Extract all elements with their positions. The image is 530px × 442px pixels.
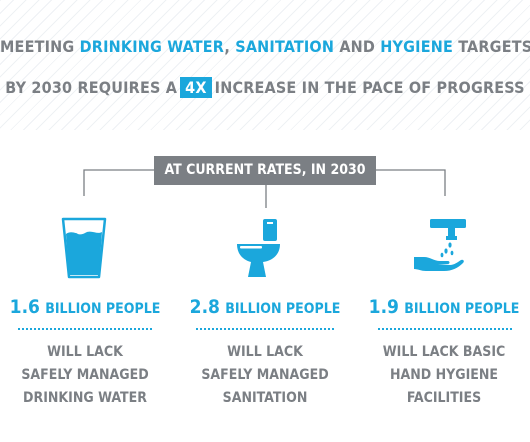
stat-unit: BILLION PEOPLE <box>404 301 520 317</box>
desc-line: FACILITIES <box>406 390 482 406</box>
desc-sanitation: WILL LACK SAFELY MANAGED SANITATION <box>180 341 350 410</box>
connector-right <box>376 169 446 196</box>
headline-text: INCREASE IN THE PACE OF PROGRESS <box>214 78 525 97</box>
headline-4x-badge: 4X <box>180 77 212 98</box>
headline-text: BY 2030 REQUIRES A <box>5 78 178 97</box>
headline-line-1: MEETING DRINKING WATER, SANITATION AND H… <box>0 37 530 56</box>
desc-line: SAFELY MANAGED <box>21 367 149 383</box>
dotted-divider <box>378 328 512 330</box>
stat-number: 2.8 <box>189 296 220 318</box>
dotted-divider <box>18 328 152 330</box>
water-glass-icon <box>61 217 107 279</box>
desc-line: DRINKING WATER <box>23 390 147 406</box>
stat-number: 1.9 <box>368 296 399 318</box>
desc-line: SAFELY MANAGED <box>201 367 329 383</box>
hatched-background <box>0 0 530 130</box>
current-rates-label: AT CURRENT RATES, IN 2030 <box>154 156 376 185</box>
stat-number: 1.6 <box>9 296 40 318</box>
headline-targets: TARGETS <box>458 37 530 56</box>
desc-line: WILL LACK <box>227 344 303 360</box>
handwashing-icon <box>414 219 466 271</box>
headline-and: AND <box>339 37 376 56</box>
desc-line: WILL LACK BASIC <box>382 344 506 360</box>
desc-line: SANITATION <box>222 390 308 406</box>
desc-hand-hygiene: WILL LACK BASIC HAND HYGIENE FACILITIES <box>359 341 529 410</box>
stat-hand-hygiene: 1.9 BILLION PEOPLE <box>359 296 529 318</box>
headline-line-2: BY 2030 REQUIRES A 4X INCREASE IN THE PACE… <box>0 77 530 98</box>
headline-text: MEETING <box>0 37 75 56</box>
stat-unit: BILLION PEOPLE <box>45 301 161 317</box>
headline-hygiene: HYGIENE <box>380 37 454 56</box>
headline-comma: , <box>224 37 231 56</box>
connector-left <box>83 169 154 196</box>
toilet-icon <box>237 219 280 277</box>
dotted-divider <box>196 328 334 330</box>
desc-line: WILL LACK <box>47 344 123 360</box>
stat-drinking-water: 1.6 BILLION PEOPLE <box>0 296 170 318</box>
headline-sanitation: SANITATION <box>235 37 335 56</box>
headline-drinking-water: DRINKING WATER <box>79 37 225 56</box>
desc-line: HAND HYGIENE <box>389 367 499 383</box>
stat-sanitation: 2.8 BILLION PEOPLE <box>180 296 350 318</box>
stat-unit: BILLION PEOPLE <box>225 301 341 317</box>
desc-drinking-water: WILL LACK SAFELY MANAGED DRINKING WATER <box>0 341 170 410</box>
